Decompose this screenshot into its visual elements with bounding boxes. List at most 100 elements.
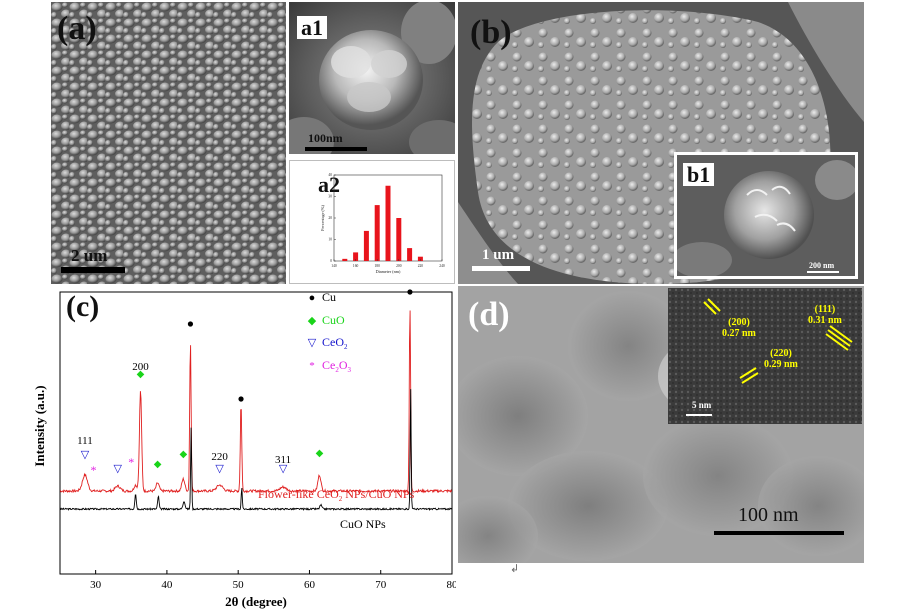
flower-inset-illustration — [677, 155, 855, 276]
panel-c-label: (c) — [66, 290, 99, 323]
xrd-ceo2-marker: ▽ — [113, 463, 122, 475]
xrd-legend-label: Cu — [322, 290, 336, 304]
histogram-ytick-label: 0 — [330, 259, 332, 263]
histogram-bar — [353, 252, 359, 261]
histogram-bar — [396, 218, 402, 261]
histogram-bar — [363, 230, 369, 261]
xrd-cu-marker — [238, 396, 244, 402]
corner-return-mark: ↲ — [510, 562, 520, 575]
fringe-220-plane: (220) — [770, 348, 792, 359]
xrd-cu-marker — [407, 289, 413, 295]
xrd-axes-frame — [59, 291, 453, 575]
xrd-series-label-ceo2-cuo: Flower-like CeO2 NPs/CuO NPs — [258, 487, 415, 503]
histogram-xtick-label: 200 — [396, 264, 402, 268]
histogram-ytick-label: 30 — [328, 195, 332, 199]
panel-d-scale-bar — [714, 531, 844, 535]
panel-b-sem-image: (b) 1 um b1 200 nm — [458, 2, 864, 284]
fringe-111-plane: (111) — [814, 304, 836, 315]
fringe-111-spacing: 0.31 nm — [808, 315, 842, 326]
panel-b1-label: b1 — [683, 163, 715, 186]
panel-d-label: (d) — [468, 296, 510, 333]
panel-a-scale-bar-label: 2 um — [71, 246, 108, 265]
xrd-legend-symbol: ● — [309, 292, 316, 304]
xrd-ce2o3-marker: * — [90, 463, 96, 477]
histogram-bar — [385, 185, 391, 261]
fringe-200-label: (200) 0.27 nm — [722, 317, 756, 339]
histogram-xtick-label: 240 — [439, 264, 445, 268]
fringe-200-plane: (200) — [728, 317, 750, 328]
xrd-legend-entry: ● Cu — [309, 290, 336, 304]
xrd-ceo2-marker: ▽ — [81, 449, 90, 461]
panel-a1-scale-bar — [305, 147, 367, 151]
histogram-chart: 140 160 180 200 220 240 0 10 20 30 40 Diameter (nm)… — [320, 173, 445, 274]
panel-a2-label: a2 — [314, 173, 344, 196]
panel-b-label: (b) — [470, 14, 512, 51]
panel-b1-scale-bar-label: 200 nm — [809, 261, 835, 270]
panel-b-scale-bar — [472, 266, 530, 271]
xrd-peak-label: 111 — [77, 435, 93, 447]
xrd-legend-entry: ▽ CeO2 — [308, 335, 348, 351]
xrd-cuo-marker: ◆ — [137, 369, 145, 380]
xrd-xtick-label: 40 — [161, 579, 173, 591]
histogram-xtick-label: 140 — [331, 264, 337, 268]
histogram-bar — [374, 205, 380, 261]
xrd-series-cuo — [59, 389, 453, 512]
panel-b1-scale-bar — [807, 271, 839, 273]
xrd-legend-symbol: * — [309, 360, 315, 372]
xrd-legend-label: Ce2O3 — [322, 358, 352, 374]
panel-a1-sem-image: a1 100nm — [289, 2, 455, 154]
panel-d-hrtem-inset: (200) 0.27 nm (111) 0.31 nm (220) 0.29 n… — [668, 288, 862, 424]
fringe-200-spacing: 0.27 nm — [722, 328, 756, 339]
panel-a1-scale-bar-label: 100nm — [308, 131, 343, 145]
hrtem-lattice-illustration — [668, 288, 862, 424]
xrd-xtick-label: 50 — [233, 579, 245, 591]
panel-a2-histogram: a2 140 160 180 200 220 240 0 10 20 30 40 Diameter (… — [289, 160, 455, 284]
histogram-xtick-label: 220 — [418, 264, 424, 268]
xrd-cuo-marker: ◆ — [179, 449, 187, 460]
xrd-cuo-marker: ◆ — [316, 448, 324, 459]
histogram-ytick-label: 10 — [328, 238, 332, 242]
xrd-legend-entry: ◆ CuO — [308, 313, 345, 327]
fringe-220-label: (220) 0.29 nm — [764, 348, 798, 370]
panel-c-xrd-chart: 30 40 50 60 70 80 2θ (degree) Intensity (a.u.) (… — [0, 286, 456, 611]
xrd-xtick-label: 70 — [375, 579, 387, 591]
histogram-bar — [407, 248, 413, 261]
xrd-xtick-label: 30 — [90, 579, 102, 591]
fringe-220-spacing: 0.29 nm — [764, 359, 798, 370]
xrd-legend-symbol: ◆ — [308, 315, 317, 327]
xrd-legend-entry: * Ce2O3 — [309, 358, 351, 374]
histogram-xtick-label: 160 — [353, 264, 359, 268]
histogram-ytick-label: 20 — [328, 216, 332, 220]
hrtem-scale-bar-label: 5 nm — [692, 400, 712, 410]
xrd-legend-label: CeO2 — [322, 335, 348, 351]
histogram-xlabel: Diameter (nm) — [376, 269, 401, 274]
xrd-cuo-marker: ◆ — [154, 459, 162, 470]
histogram-ylabel: Percentage (%) — [320, 205, 325, 231]
panel-d-tem-image: (d) 100 nm (200) 0.27 nm (111) — [458, 286, 864, 563]
xrd-ylabel: Intensity (a.u.) — [32, 385, 47, 466]
fringe-111-label: (111) 0.31 nm — [808, 304, 842, 326]
xrd-plot: 30 40 50 60 70 80 2θ (degree) Intensity (a.u.) (… — [32, 289, 457, 609]
panel-a-label: (a) — [57, 10, 97, 47]
xrd-xtick-label: 80 — [447, 579, 457, 591]
xrd-series-label-cuo: CuO NPs — [340, 517, 386, 531]
panel-a-scale-bar — [61, 267, 125, 273]
xrd-legend-symbol: ▽ — [308, 337, 317, 349]
hrtem-scale-bar — [686, 414, 712, 416]
sem-grain-texture — [51, 2, 286, 284]
xrd-ceo2-marker: ▽ — [279, 463, 288, 475]
panel-d-scale-bar-label: 100 nm — [738, 504, 799, 526]
xrd-ceo2-marker: ▽ — [215, 463, 224, 475]
panel-b1-inset: b1 200 nm — [674, 152, 858, 279]
xrd-peak-label: 200 — [132, 361, 149, 373]
panel-b-scale-bar-label: 1 um — [482, 247, 515, 263]
xrd-peak-label: 220 — [211, 451, 228, 463]
xrd-xtick-label: 60 — [304, 579, 316, 591]
histogram-ytick-label: 40 — [328, 173, 332, 177]
xrd-legend-label: CuO — [322, 313, 345, 327]
xrd-series-ceo2-cuo — [59, 310, 453, 494]
histogram-bar — [342, 258, 348, 261]
xrd-cu-marker — [187, 321, 194, 327]
xrd-xlabel: 2θ (degree) — [225, 594, 287, 609]
panel-a-sem-image: (a) 2 um — [51, 2, 286, 284]
